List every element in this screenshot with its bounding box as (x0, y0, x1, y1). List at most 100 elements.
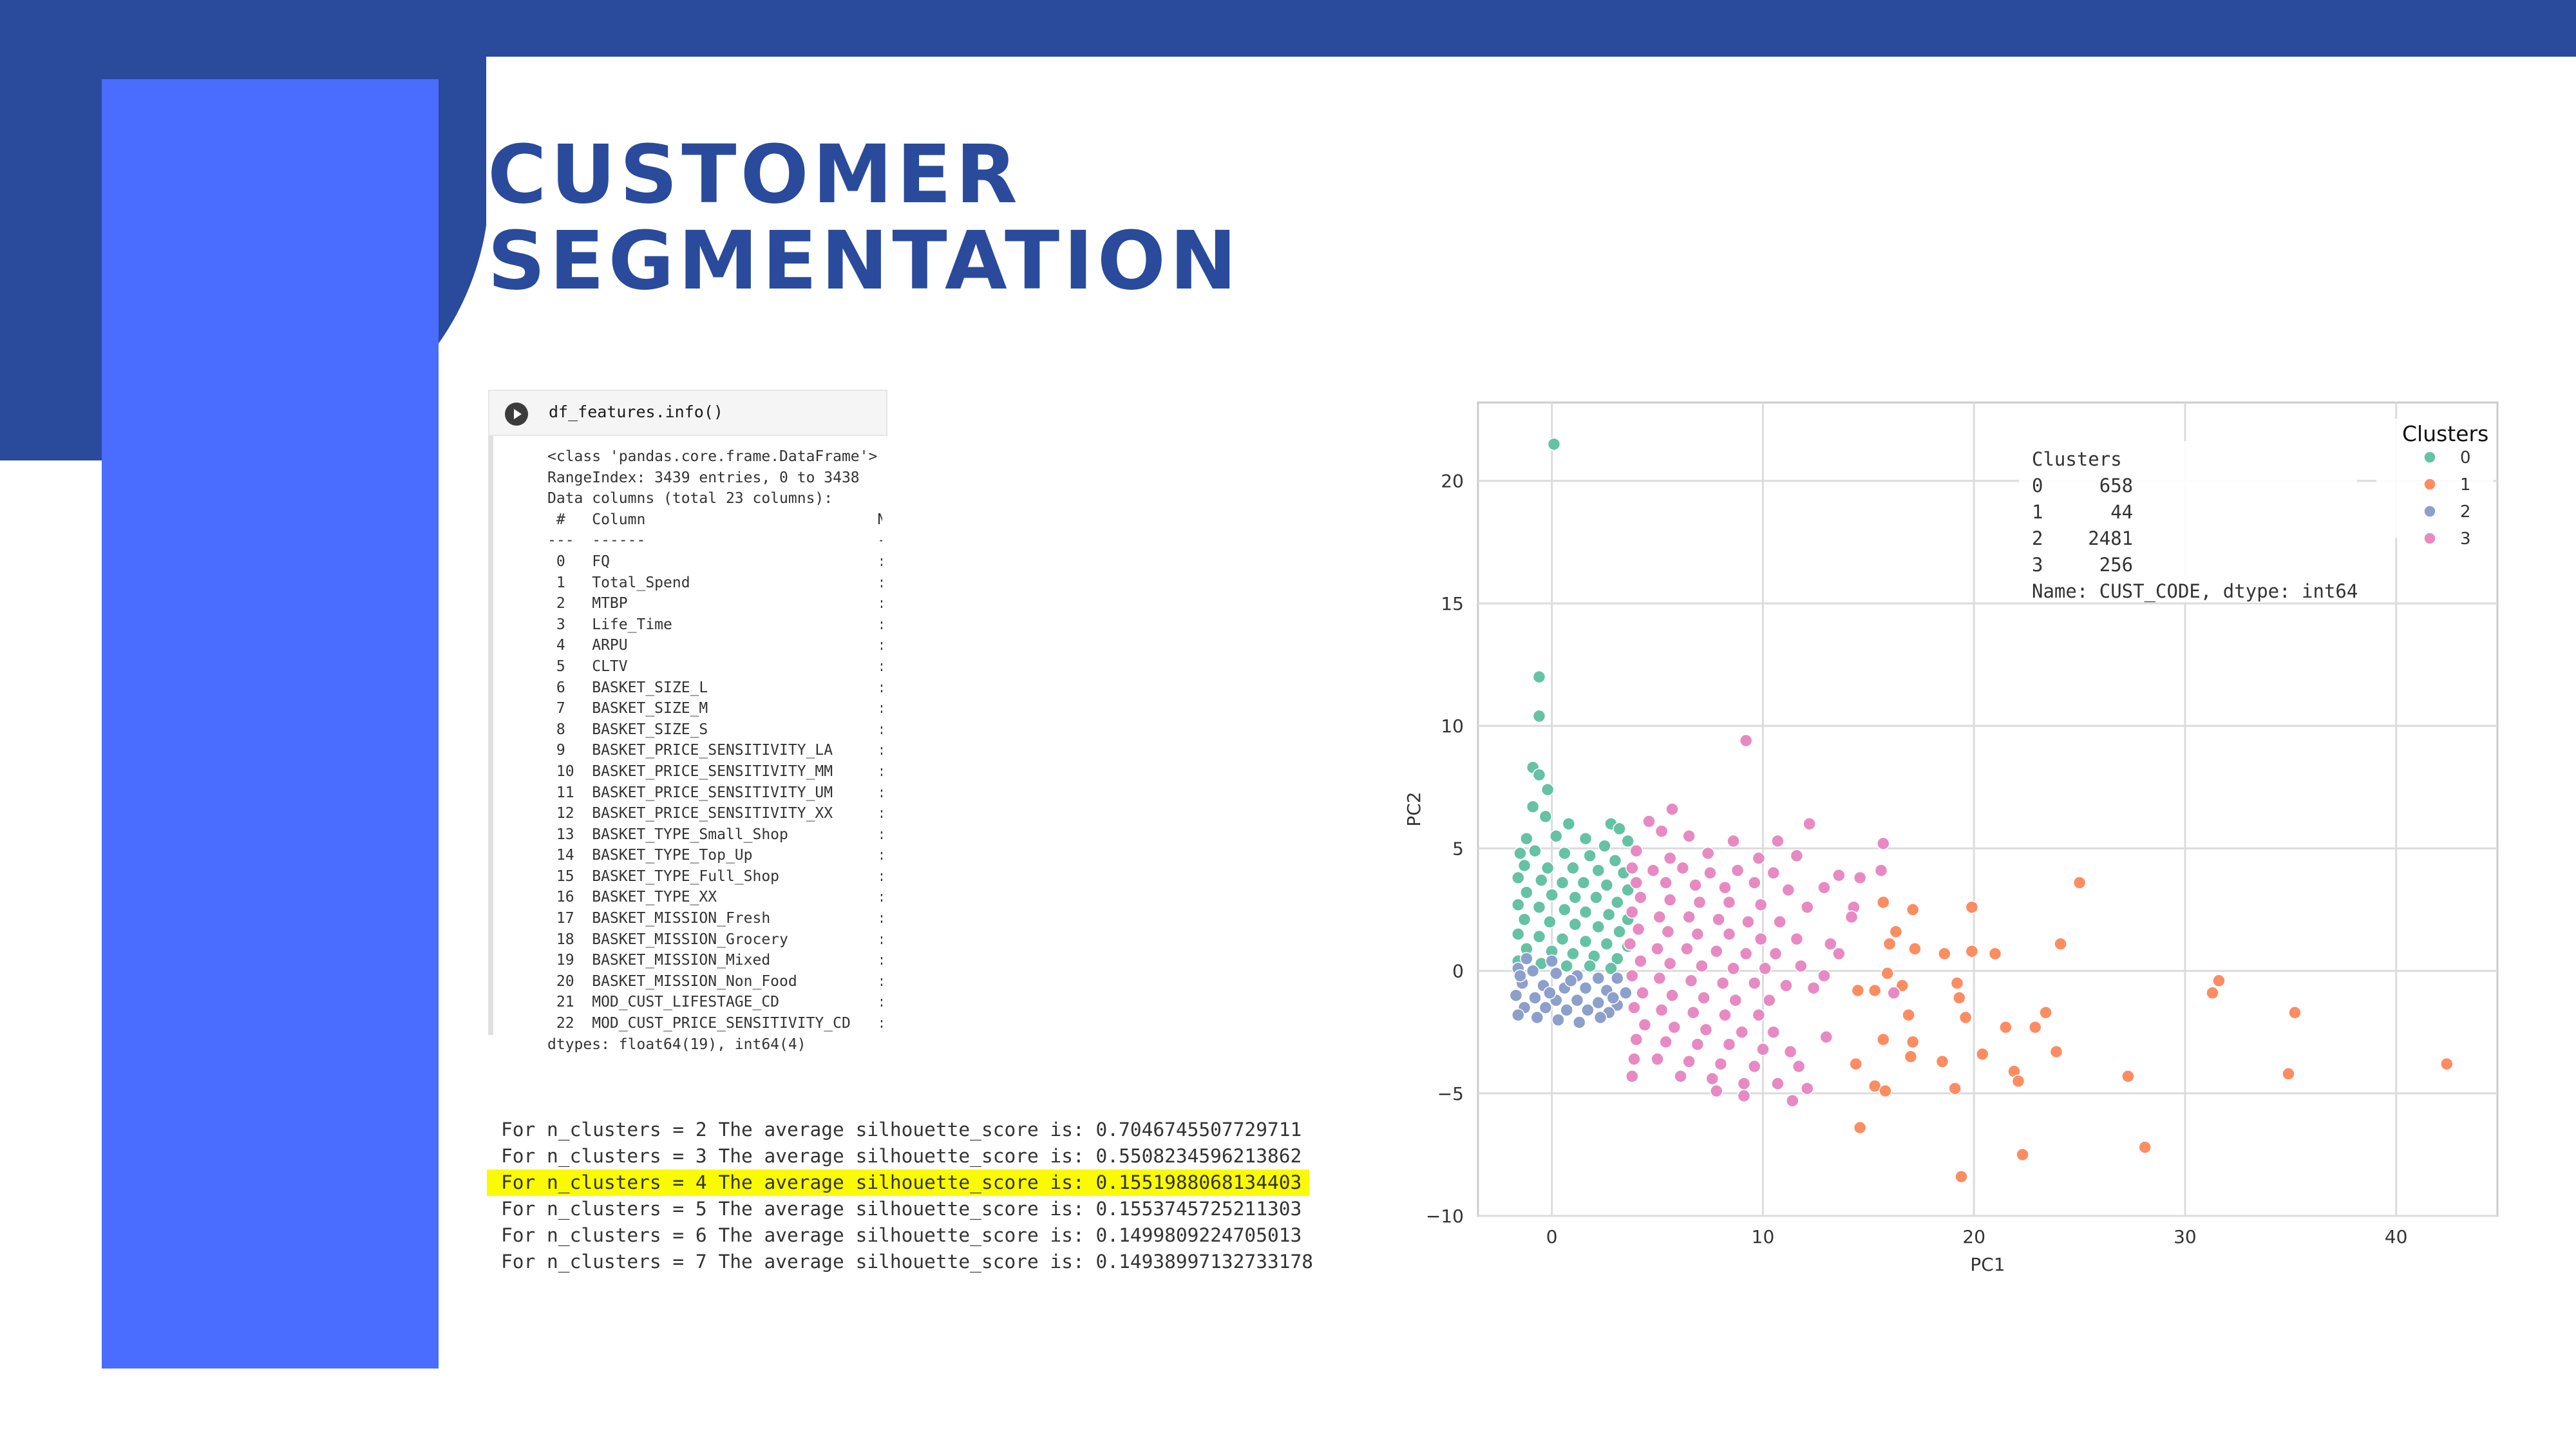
scatter-point-cluster-0 (1545, 888, 1558, 902)
scatter-point-cluster-2 (1578, 981, 1593, 995)
scatter-point-cluster-0 (1591, 920, 1605, 934)
scatter-point-cluster-0 (1577, 876, 1591, 889)
scatter-point-cluster-3 (1653, 971, 1667, 985)
scatter-point-cluster-1 (1935, 1055, 1949, 1068)
scatter-point-cluster-3 (1790, 932, 1804, 946)
scatter-point-cluster-0 (1568, 891, 1582, 904)
output-line: 10 BASKET_PRICE_SENSITIVITY_MM : (547, 762, 882, 780)
output-line: 14 BASKET_TYPE_Top_Up : (547, 847, 882, 864)
code-cell-input[interactable]: df_features.info() (488, 390, 887, 436)
scatter-point-cluster-3 (1730, 864, 1745, 877)
scatter-point-cluster-1 (2212, 974, 2226, 988)
scatter-point-cluster-3 (1710, 944, 1723, 958)
annotation-line: 1 44 (2032, 501, 2133, 523)
scatter-point-cluster-3 (1728, 993, 1743, 1007)
scatter-point-cluster-0 (1539, 810, 1553, 824)
scatter-point-cluster-3 (1625, 1069, 1639, 1083)
scatter-point-cluster-0 (1598, 839, 1611, 853)
scatter-point-cluster-0 (1532, 900, 1546, 914)
scatter-point-cluster-3 (1817, 969, 1831, 983)
scatter-point-cluster-2 (1591, 996, 1605, 1010)
scatter-point-cluster-0 (1562, 817, 1576, 831)
output-line: RangeIndex: 3439 entries, 0 to 3438 (547, 469, 860, 486)
scatter-point-cluster-3 (1653, 910, 1667, 924)
scatter-point-cluster-3 (1651, 942, 1664, 956)
scatter-point-cluster-3 (1684, 974, 1698, 988)
scatter-point-cluster-3 (1716, 976, 1730, 990)
scatter-point-cluster-2 (1581, 1003, 1595, 1017)
scatter-point-cluster-3 (1697, 991, 1710, 1005)
scatter-point-cluster-0 (1611, 952, 1624, 965)
output-line: 21 MOD_CUST_LIFESTAGE_CD : (547, 994, 882, 1011)
code-text[interactable]: df_features.info() (549, 402, 723, 421)
scatter-point-cluster-2 (1543, 986, 1557, 1000)
scatter-point-cluster-1 (1953, 991, 1966, 1005)
scatter-point-cluster-3 (1634, 954, 1647, 968)
scatter-point-cluster-0 (1621, 883, 1634, 897)
scatter-point-cluster-1 (1895, 979, 1909, 992)
scatter-point-cluster-2 (1509, 989, 1523, 1002)
scatter-point-cluster-3 (1754, 898, 1768, 912)
scatter-point-cluster-3 (1631, 922, 1645, 936)
scatter-point-cluster-1 (2011, 1074, 2025, 1088)
scatter-point-cluster-3 (1817, 880, 1831, 895)
scatter-point-cluster-2 (1549, 967, 1563, 980)
silhouette-output: For n_clusters = 2 The average silhouett… (487, 1117, 1313, 1275)
scatter-point-cluster-3 (1689, 878, 1702, 892)
scatter-point-cluster-3 (1722, 1037, 1736, 1051)
scatter-point-cluster-2 (1564, 974, 1578, 988)
scatter-point-cluster-3 (1752, 1008, 1766, 1022)
scatter-point-cluster-3 (1623, 937, 1637, 951)
scatter-point-cluster-1 (1879, 1084, 1892, 1098)
annotation-line: 2 2481 (2032, 527, 2133, 549)
legend-label: 3 (2460, 529, 2471, 549)
highlighted-silhouette-text: For n_clusters = 4 The average silhouett… (487, 1170, 1310, 1196)
scatter-point-cluster-1 (1965, 900, 1979, 914)
output-line: 1 Total_Spend : (547, 574, 882, 591)
scatter-point-cluster-3 (1710, 1084, 1723, 1098)
scatter-point-cluster-3 (1887, 986, 1900, 1000)
scatter-point-cluster-2 (1513, 969, 1527, 983)
scatter-point-cluster-0 (1566, 861, 1580, 875)
scatter-point-cluster-0 (1583, 959, 1596, 973)
scatter-point-cluster-3 (1781, 883, 1795, 897)
scatter-point-cluster-1 (1877, 1032, 1890, 1046)
scatter-point-cluster-3 (1748, 976, 1761, 990)
play-icon[interactable] (505, 402, 528, 426)
output-line: 0 FQ : (547, 553, 882, 570)
silhouette-text: For n_clusters = 3 The average silhouett… (501, 1145, 1302, 1167)
scatter-point-cluster-3 (1768, 947, 1783, 961)
output-line: 19 BASKET_MISSION_Mixed : (547, 952, 882, 969)
legend-marker (2423, 505, 2436, 518)
x-tick-label: 30 (2174, 1226, 2197, 1247)
scatter-point-cluster-0 (1558, 846, 1571, 860)
scatter-point-cluster-0 (1566, 947, 1580, 961)
scatter-point-cluster-2 (1611, 971, 1624, 985)
scatter-point-cluster-3 (1663, 851, 1677, 865)
scatter-point-cluster-3 (1739, 947, 1753, 961)
scatter-point-cluster-1 (1877, 895, 1890, 909)
output-line: 12 BASKET_PRICE_SENSITIVITY_XX : (547, 805, 882, 822)
x-tick-label: 20 (1962, 1226, 1985, 1247)
output-line: 2 MTBP : (547, 595, 882, 612)
scatter-point-cluster-3 (1718, 880, 1732, 895)
scatter-point-cluster-1 (2049, 1045, 2063, 1059)
scatter-point-cluster-0 (1602, 907, 1616, 922)
scatter-point-cluster-1 (1999, 1020, 2012, 1034)
scatter-point-cluster-2 (1539, 1001, 1553, 1014)
scatter-point-cluster-3 (1803, 817, 1816, 831)
output-line: 22 MOD_CUST_PRICE_SENSITIVITY_CD : (547, 1015, 882, 1032)
scatter-point-cluster-3 (1682, 1055, 1696, 1068)
scatter-point-cluster-0 (1621, 834, 1634, 848)
scatter-point-cluster-1 (2138, 1141, 2152, 1154)
scatter-point-cluster-0 (1604, 961, 1618, 976)
scatter-point-cluster-3 (1625, 969, 1639, 983)
scatter-point-cluster-3 (1695, 959, 1709, 973)
scatter-point-cluster-2 (1511, 1008, 1525, 1022)
output-line: 8 BASKET_SIZE_S : (547, 721, 882, 738)
y-tick-label: 0 (1452, 961, 1464, 982)
scatter-point-cluster-3 (1819, 1030, 1833, 1044)
scatter-point-cluster-3 (1625, 905, 1639, 919)
scatter-point-cluster-1 (1988, 947, 2002, 961)
scatter-point-cluster-0 (1583, 849, 1596, 863)
